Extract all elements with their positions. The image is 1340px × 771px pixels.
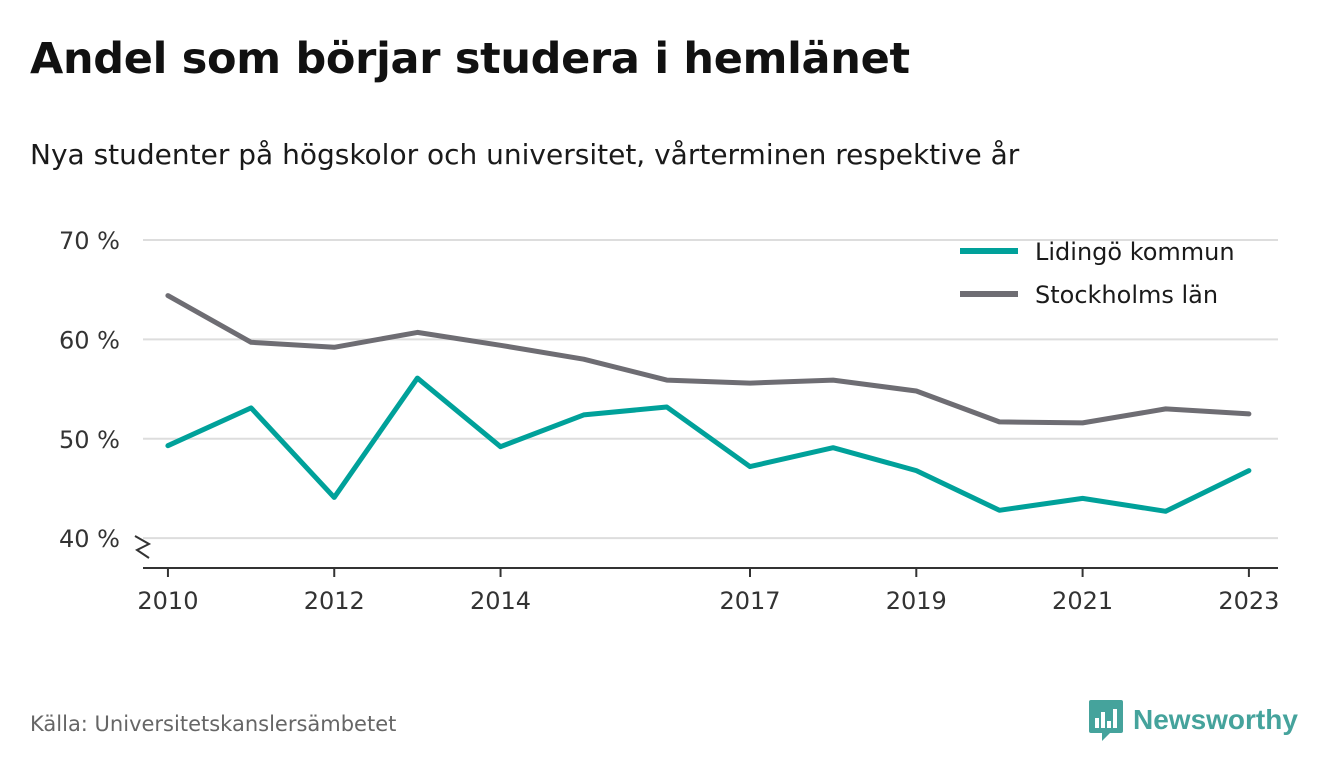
brand-name: Newsworthy: [1133, 704, 1298, 735]
series-line-0: [165, 375, 1252, 514]
series-lines: [165, 293, 1252, 514]
y-tick-label: 50 %: [59, 426, 120, 454]
gridlines: [143, 238, 1278, 540]
x-tick-label: 2010: [137, 587, 198, 615]
x-tick-label: 2019: [886, 587, 947, 615]
chart-subtitle: Nya studenter på högskolor och universit…: [30, 138, 1020, 171]
legend: Lidingö kommun Stockholms län: [960, 238, 1235, 309]
x-tick-label: 2021: [1052, 587, 1113, 615]
y-tick-label: 40 %: [59, 525, 120, 553]
legend-label: Stockholms län: [1035, 281, 1218, 309]
newsworthy-logo-icon: [1089, 700, 1123, 741]
x-tick-label: 2012: [304, 587, 365, 615]
y-tick-label: 70 %: [59, 227, 120, 255]
chart-title: Andel som börjar studera i hemlänet: [30, 34, 910, 84]
y-tick-label: 60 %: [59, 326, 120, 354]
axis-break-icon: [134, 535, 152, 559]
series-line-1: [165, 293, 1252, 426]
x-tick-label: 2023: [1218, 587, 1279, 615]
x-tick-label: 2017: [719, 587, 780, 615]
x-tick-label: 2014: [470, 587, 531, 615]
source-note: Källa: Universitetskanslersämbetet: [30, 712, 397, 736]
newsworthy-brand: Newsworthy: [1088, 698, 1298, 742]
legend-label: Lidingö kommun: [1035, 238, 1235, 266]
axes: 40 % 50 % 60 % 70 % 2010 2012 2014 2017 2019 2021…: [59, 227, 1279, 615]
